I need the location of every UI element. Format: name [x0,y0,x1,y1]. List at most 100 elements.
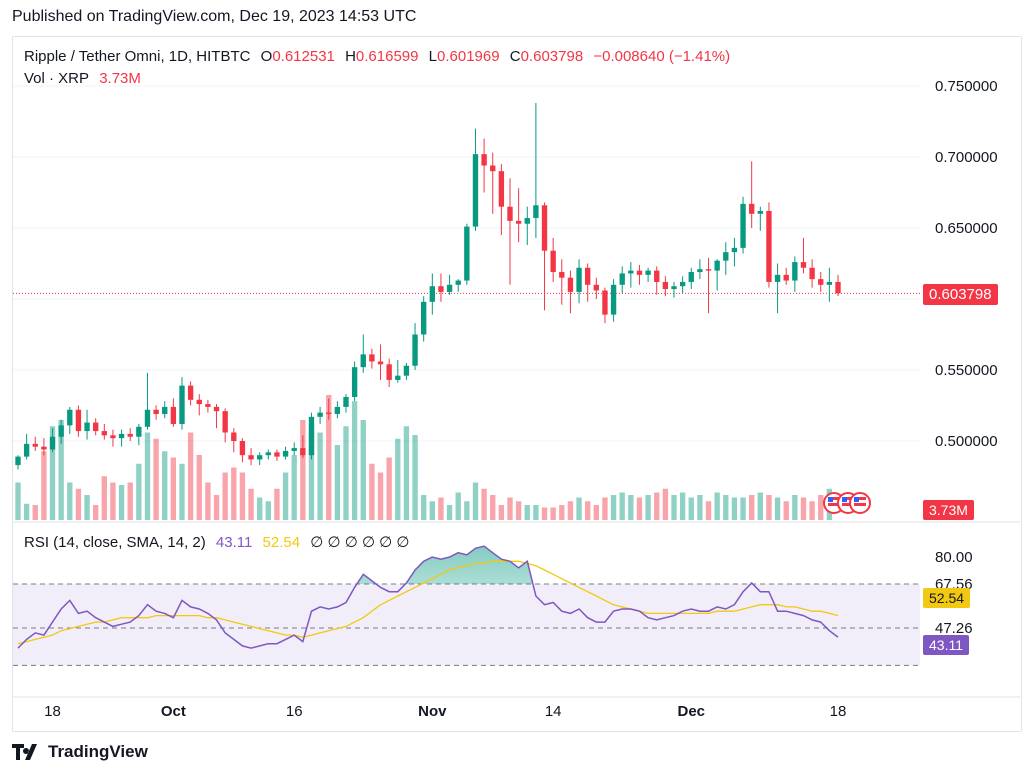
candle-body [628,270,634,274]
volume-bar [438,497,444,520]
candle-body [688,272,694,282]
volume-bar [231,467,237,520]
candle-body [75,409,82,432]
candle-body [783,274,789,281]
rsi-value: 43.11 [215,534,253,551]
time-axis-label: Dec [677,703,705,720]
volume-bar [351,401,358,520]
candle-body [300,448,306,456]
rsi-band-fill [13,583,920,666]
volume-bar [213,495,220,520]
candle-body [101,431,107,436]
candle-body [162,406,168,415]
candle-body [507,206,513,221]
volume-bar [317,432,323,520]
candle-body [274,452,280,457]
volume-bar [369,463,375,520]
candle-body [41,446,47,450]
candle-body [351,367,358,397]
candle-body [654,270,660,282]
volume-bar [455,492,461,520]
volume-value: 3.73M [99,70,141,87]
open-value: 0.612531 [272,48,335,65]
candle-body [835,281,841,294]
tradingview-footer[interactable]: TradingView [12,742,148,762]
volume-bar [196,455,202,520]
volume-legend: Vol · XRP 3.73M [24,70,147,87]
volume-bar [464,501,470,520]
published-note: Published on TradingView.com, Dec 19, 20… [12,8,417,25]
volume-label[interactable]: Vol · XRP [24,70,90,87]
volume-bar [662,488,669,520]
volume-bar [291,455,297,520]
volume-bar [749,495,755,520]
volume-bar [731,497,738,520]
volume-bar [576,497,582,520]
volume-bar [136,463,142,520]
candle-body [326,412,332,415]
candle-body [231,432,237,441]
chart-frame[interactable] [12,36,1022,732]
time-axis-label: 18 [830,703,847,720]
candle-body [766,210,772,282]
volume-bar [127,482,133,520]
candle-body [826,281,833,285]
high-label: H [345,48,356,65]
candle-body [343,396,349,407]
time-axis-label: Nov [418,703,447,720]
candle-body [334,406,341,415]
candle-body [645,270,651,275]
candle-body [550,250,556,273]
volume-bar [446,505,453,520]
symbol-label[interactable]: Ripple / Tether Omni, 1D, HITBTC [24,48,251,65]
volume-bar [628,495,634,520]
volume-bar [110,482,116,520]
candle-body [58,425,64,437]
rsi-label[interactable]: RSI (14, close, SMA, 14, 2) [24,534,206,551]
candle-body [774,274,781,282]
candle-body [662,281,669,290]
volume-bar [490,495,496,520]
volume-bar [412,435,418,520]
volume-bar [334,445,341,520]
candle-body [593,284,599,291]
candle-body [438,286,444,292]
candle-body [403,365,410,376]
volume-bar [58,420,64,520]
volume-bar [343,426,349,520]
volume-bar [610,495,617,520]
candle-body [23,443,30,457]
volume-bar [144,432,151,520]
volume-bar [645,495,651,520]
event-flag-canton [854,497,859,502]
candle-body [317,412,323,417]
volume-bar [671,495,677,520]
volume-bar [524,505,530,520]
volume-bar [84,495,90,520]
rsi-axis-label: 47.26 [935,620,973,637]
volume-bar [395,438,401,520]
candle-body [541,205,548,251]
candle-body [84,422,90,432]
volume-bar [308,426,315,520]
candle-body [472,154,479,227]
volume-bar [265,501,271,520]
volume-bar [377,472,384,520]
candle-body [291,448,297,451]
volume-bar [723,495,729,520]
candle-body [308,416,315,456]
volume-bar [248,488,254,520]
candle-body [619,273,625,285]
event-flag-stripe [854,497,866,500]
candle-body [153,409,159,415]
volume-bar [636,497,643,520]
tradingview-logo-icon [12,744,37,760]
candle-body [196,399,202,405]
low-value: 0.601969 [437,48,500,65]
candle-body [187,385,194,400]
candle-body [714,260,720,271]
candle-body [671,286,677,290]
price-axis-label: 0.750000 [935,78,998,95]
event-flag-stripe [854,503,866,506]
